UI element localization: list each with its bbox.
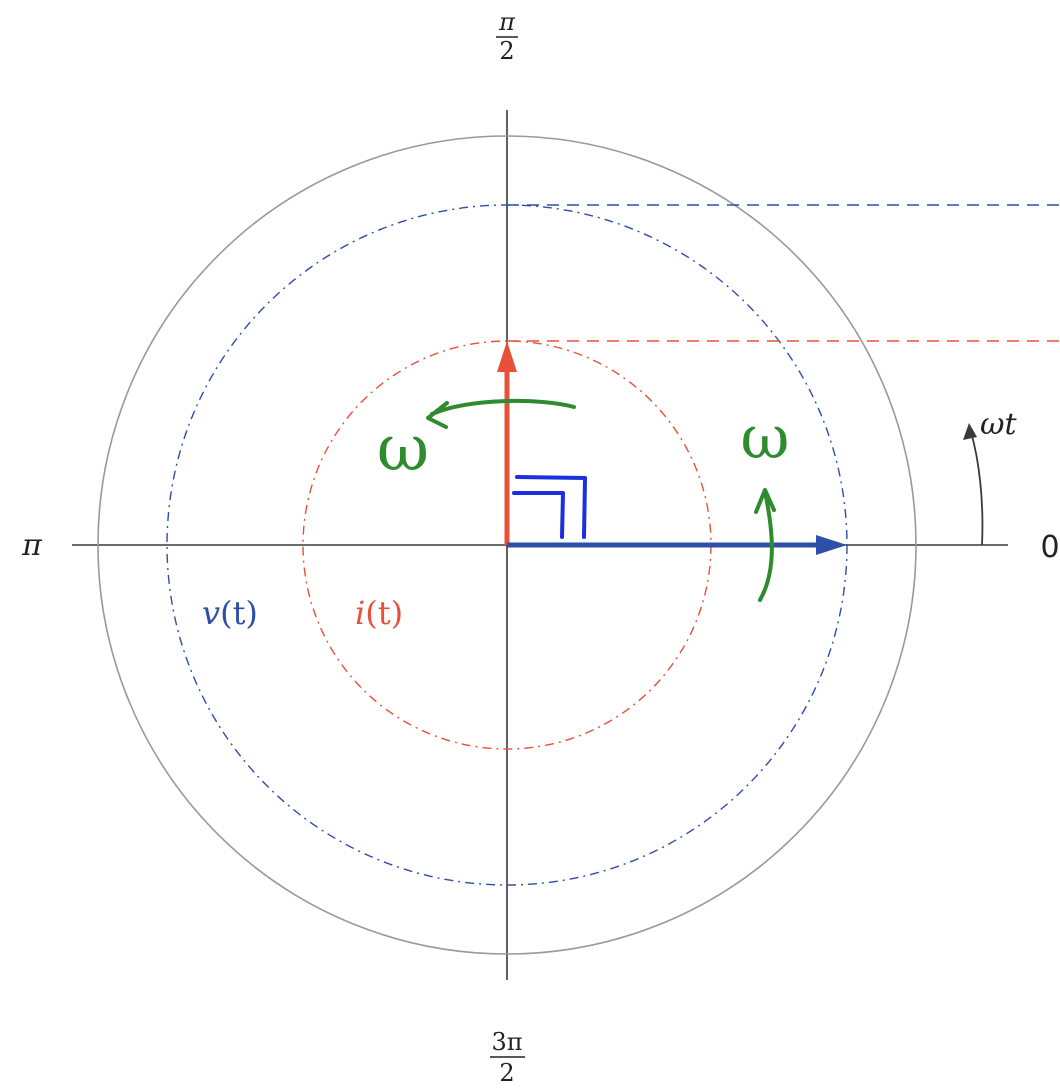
rotation-annotation-right: [754, 488, 776, 602]
voltage-label-arg: (t): [220, 594, 258, 632]
current-label: i(t): [355, 594, 403, 632]
right-angle-mark: [512, 475, 587, 539]
voltage-label: v(t): [202, 594, 258, 632]
angle-label-left: π: [21, 528, 43, 563]
omega-annotation-left: ω: [377, 412, 429, 486]
current-phasor-arrowhead: [497, 341, 517, 372]
rotation-label-t: t: [1004, 407, 1017, 442]
rotation-label-omega: ω: [980, 407, 1004, 442]
outer-circle: [97, 135, 917, 955]
angle-label-bottom-denominator: 2: [499, 1059, 514, 1087]
current-label-arg: (t): [365, 594, 403, 632]
angle-label-right: 0: [1040, 530, 1059, 565]
voltage-phasor-arrowhead: [816, 535, 847, 555]
angle-label-top-denominator: 2: [499, 37, 514, 65]
voltage-label-name: v: [202, 594, 220, 632]
rotation-annotation-left: [426, 398, 576, 429]
rotation-label: ωt: [980, 407, 1017, 442]
rotation-arrowhead: [963, 423, 977, 440]
rotation-arc: [970, 431, 984, 546]
angle-label-top-numerator: π: [498, 8, 516, 36]
omega-annotation-right: ω: [741, 403, 790, 473]
current-label-name: i: [355, 594, 365, 632]
angle-label-bottom-numerator: 3π: [491, 1028, 522, 1056]
